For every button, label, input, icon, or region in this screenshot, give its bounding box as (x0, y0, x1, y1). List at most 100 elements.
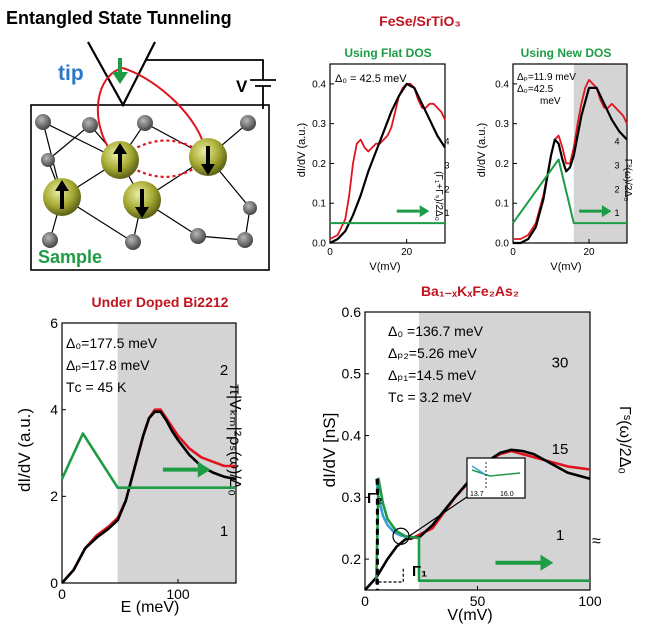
plot-frame (329, 63, 446, 244)
x-tick-label: 0 (361, 593, 369, 609)
series-line-fit (329, 82, 446, 244)
x-tick-label: 100 (578, 593, 602, 609)
green-arrowhead-icon (112, 72, 128, 84)
y-tick-label: 0.3 (342, 489, 362, 505)
annotation: Δ₀ =136.7 meV (388, 323, 484, 339)
y-tick-label: 0.5 (342, 366, 362, 382)
series-line-fit (61, 410, 237, 584)
series-line-scattering-rate (375, 477, 590, 584)
right-axis-label: (Γ₁+Γₛ)/2Δ₀ (433, 171, 444, 221)
series-line-fit (513, 86, 628, 245)
chart-title: Using New DOS (521, 46, 612, 60)
y-tick-label: 0 (50, 575, 58, 591)
lattice-atoms (35, 114, 257, 250)
annotation: Δₚ=11.9 meV (517, 72, 576, 83)
x-axis-label: V(mV) (369, 261, 400, 273)
right-tick-label: 3 (444, 160, 449, 170)
inset-tick-label: 13.7 (470, 491, 484, 498)
annotation: Δₚ=17.8 meV (66, 357, 150, 373)
y-tick-label: 0.0 (312, 239, 326, 250)
annotation: Δ₀=177.5 meV (66, 335, 158, 351)
y-tick-label: 4 (50, 402, 58, 418)
gamma1-label: Γ₁ (412, 563, 427, 580)
right-tick-label: 1 (220, 523, 228, 540)
y-axis-label: dI/dV (a.u.) (296, 123, 308, 177)
right-tick-label: 1 (614, 208, 619, 218)
right-tick-label: 2 (444, 184, 449, 194)
right-tick-label: 4 (444, 137, 449, 147)
x-tick-label: 0 (58, 586, 66, 602)
voltage-label: V (236, 77, 248, 96)
right-axis-label: π|Vₖₘ|²ρₛ(ω)/Δ₀ (226, 384, 243, 496)
annotation: Δₚ₁=14.5 meV (388, 367, 477, 383)
x-axis-label: E (meV) (121, 599, 180, 616)
axis-break-icon: ≈ (592, 533, 601, 550)
tip-label: tip (58, 62, 84, 85)
sample-box (30, 104, 270, 271)
green-arrowhead-icon (601, 205, 612, 218)
x-tick-label: 0 (327, 247, 333, 258)
inset-box (466, 457, 526, 499)
plot-frame (512, 63, 628, 244)
right-tick-label: 15 (552, 441, 569, 458)
right-axis-label: Γˢ(ω)/2Δ₀ (616, 406, 633, 474)
right-tick-label: 3 (614, 160, 619, 170)
green-arrowhead-icon (540, 554, 554, 571)
right-tick-label: 1 (556, 527, 564, 544)
annotation: Δ₀ = 42.5 meV (335, 73, 407, 85)
x-tick-label: 100 (166, 586, 190, 602)
chart-title: Using Flat DOS (344, 46, 431, 60)
y-axis-label: dI/dV (a.u.) (476, 123, 488, 177)
y-tick-label: 0.0 (495, 239, 509, 250)
right-axis-label: Γˢ(ω)/2Δ₀ (622, 159, 633, 202)
annotation: meV (540, 96, 561, 107)
plot-frame (61, 322, 237, 584)
chart-fese-flat: Using Flat DOS 0.0 0.1 0.2 0.3 0.4 0 20V(mV) dI/… (296, 46, 450, 273)
annotation: Δ₀=42.5 (517, 84, 554, 95)
green-arrowhead-icon (419, 205, 430, 218)
inset-blue-line (471, 465, 487, 476)
y-tick-label: 0.1 (312, 199, 326, 210)
spin-sites (43, 138, 227, 219)
fese-heading: FeSe/SrTiO₃ (379, 13, 461, 29)
x-tick-label: 20 (583, 247, 595, 258)
series-line-fit (364, 448, 591, 591)
sample-label: Sample (38, 247, 102, 267)
right-tick-label: 4 (614, 137, 619, 147)
y-axis-label: dI/dV (a.u.) (15, 408, 34, 492)
y-tick-label: 0.3 (495, 119, 509, 130)
schematic-panel: Entangled State Tunneling tip Sample V (6, 8, 276, 271)
green-arrowhead-icon (197, 461, 211, 478)
gamma2-label: Γ₂ (367, 490, 383, 507)
y-tick-label: 0.4 (342, 427, 362, 443)
right-tick-label: 2 (614, 184, 619, 194)
y-tick-label: 0.2 (495, 159, 509, 170)
chart-bakfeas: Ba₁₋ₓKₓFe₂As₂ 0.2 0.3 0.4 0.5 0.6 0 50 100 V(mV) d… (320, 283, 633, 624)
y-tick-label: 0.4 (495, 79, 509, 90)
y-tick-label: 0.1 (495, 199, 509, 210)
annotation: Δₚ₂=5.26 meV (388, 345, 478, 361)
schematic-title: Entangled State Tunneling (6, 8, 232, 28)
chart-title: Ba₁₋ₓKₓFe₂As₂ (421, 283, 519, 299)
x-tick-label: 50 (470, 593, 486, 609)
right-tick-label: 2 (220, 362, 228, 379)
right-tick-label: 1 (444, 208, 449, 218)
annotation: Tᴄ = 45 K (66, 379, 127, 395)
y-tick-label: 0.2 (312, 159, 326, 170)
tunneling-path (97, 67, 206, 151)
circuit-wire (145, 59, 276, 109)
y-tick-label: 0.4 (312, 79, 326, 90)
series-line-scattering-rate (60, 432, 236, 490)
chart-title: Under Doped Bi2212 (92, 294, 229, 310)
series-line-scattering-rate (512, 158, 627, 225)
entanglement-link (131, 139, 199, 178)
y-tick-label: 6 (50, 315, 58, 331)
annotation: Tᴄ = 3.2 meV (388, 389, 472, 405)
chart-fese-new: Using New DOS 0.0 0.1 0.2 0.3 0.4 0 20V(mV) dI/d… (476, 46, 633, 273)
y-axis-label: dI/dV [nS] (320, 413, 339, 488)
series-line-experiment (329, 83, 446, 240)
x-axis-label: V(mV) (550, 261, 581, 273)
y-tick-label: 0.3 (312, 119, 326, 130)
